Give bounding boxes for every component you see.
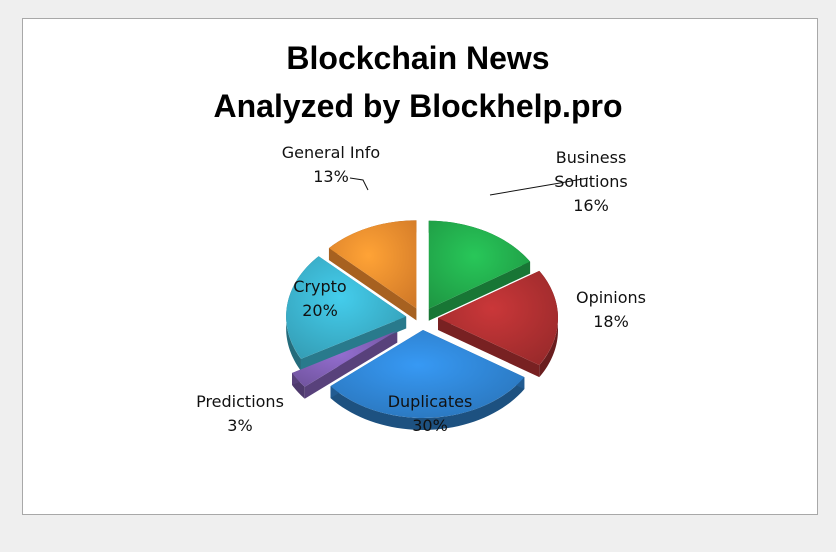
pie-slice-business-solutions [428,220,531,309]
slice-label-2-1: 30% [412,416,448,435]
slice-edge-1-1 [438,318,540,378]
slice-label-3-0: Predictions [196,392,284,411]
leader-line-5 [349,177,369,191]
slice-edge-0-1 [428,261,531,321]
slice-label-5-1: 13% [313,167,349,186]
slice-edge-5-0 [328,248,417,321]
slice-label-1-0: Opinions [576,288,646,307]
pie-slice-duplicates [330,329,525,418]
slice-label-0-1: Solutions [554,172,628,191]
slice-label-3-1: 3% [227,416,252,435]
slice-label-2-0: Duplicates [388,392,473,411]
chart-area [22,18,818,515]
slice-wall-2 [330,377,525,430]
pie-slice-crypto [286,256,407,359]
slice-label-0-2: 16% [573,196,609,215]
chart-title-line-2: Analyzed by Blockhelp.pro [213,88,623,124]
slice-label-1-1: 18% [593,312,629,331]
slice-label-4-1: 20% [302,301,338,320]
pie-slice-general-info [328,220,417,309]
leader-line-0 [489,177,589,196]
pie-slice-predictions [292,330,398,387]
slice-label-0-0: Business [556,148,627,167]
chart-title-line-1: Blockchain News [286,40,550,76]
pie-slice-opinions [438,270,559,366]
slice-edge-4-0 [300,316,407,371]
slice-label-4-0: Crypto [293,277,346,296]
slice-label-5-0: General Info [282,143,380,162]
